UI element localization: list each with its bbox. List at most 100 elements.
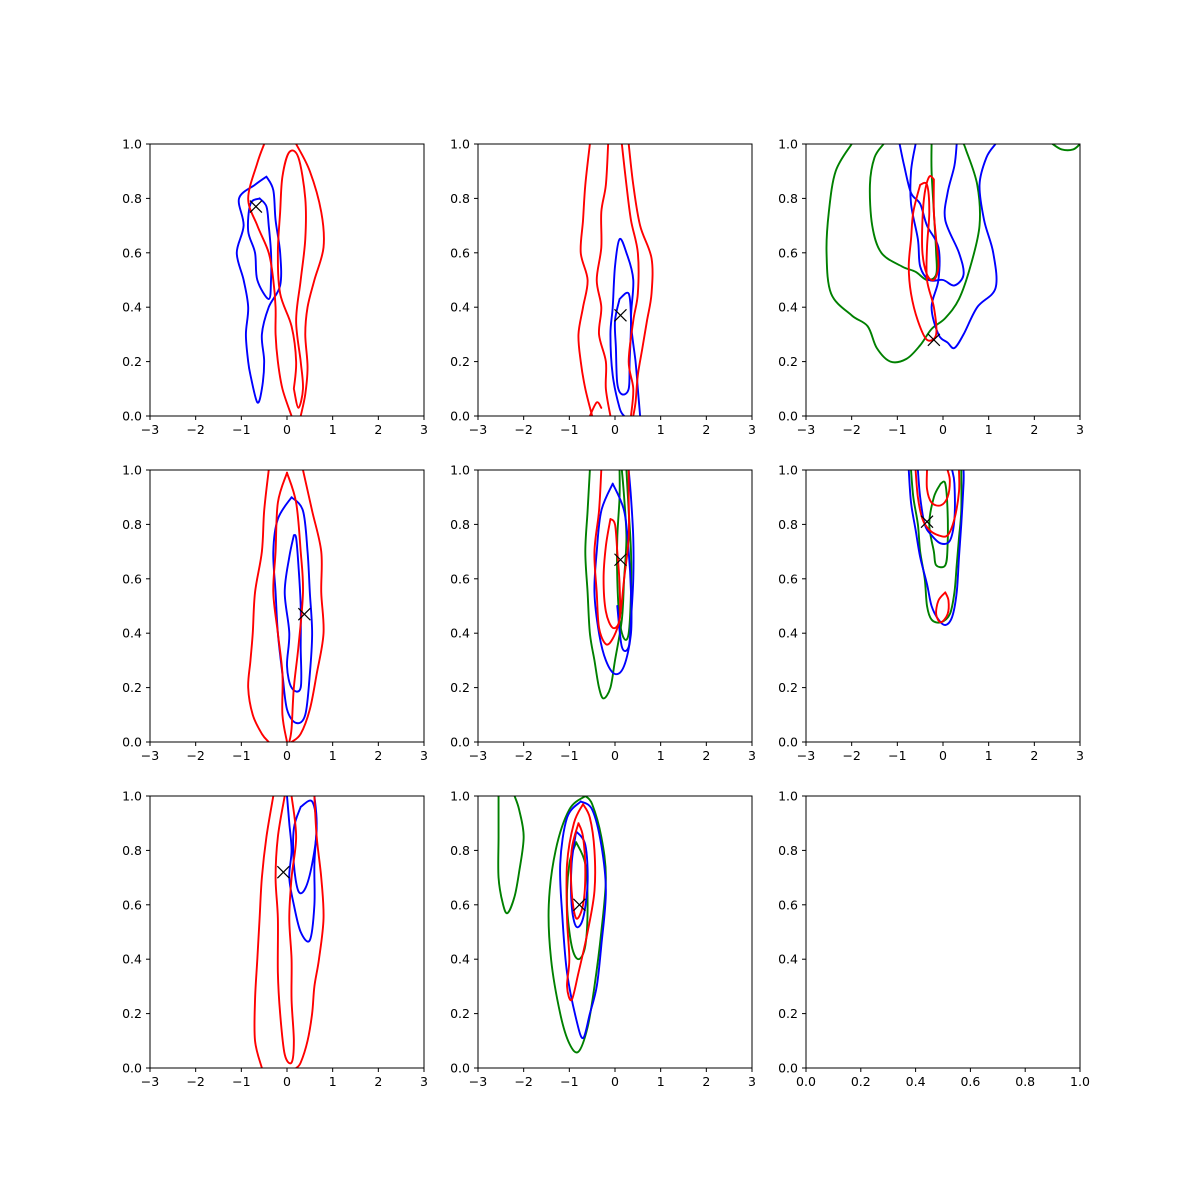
blue-contour-line [616,470,635,652]
plot-area [825,144,1080,364]
x-tick-label: −1 [232,748,250,763]
y-tick-label: 0.0 [450,409,470,424]
y-tick-label: 0.0 [778,735,798,750]
subplot-2: −3 −2 −1 0 1 2 3 0.0 0.2 0.4 0.6 0.8 1.0 [450,137,756,438]
red-contour-line [627,144,654,416]
red-contour-line [602,518,622,630]
blue-contour-line [609,237,642,416]
y-tick-label: 0.4 [778,300,798,315]
x-tick-label: 0.2 [851,1074,871,1089]
red-contour-line [253,796,275,1068]
plot-area [247,470,325,742]
y-tick-label: 0.8 [122,517,142,532]
y-tick-label: 0.6 [778,245,798,260]
x-marker [920,515,934,529]
x-tick-label: 3 [748,1074,756,1089]
y-tick-label: 0.2 [450,354,470,369]
blue-contour-line [246,197,273,300]
x-tick-label: −1 [560,748,578,763]
red-contour-line [295,144,325,416]
y-tick-label: 0.6 [122,245,142,260]
y-tick-label: 0.0 [450,735,470,750]
y-tick-label: 0.8 [450,191,470,206]
red-contour-line [274,796,298,1065]
x-tick-label: 0 [611,1074,619,1089]
blue-contour-line [909,144,965,287]
x-tick-label: 0 [283,748,291,763]
y-tick-label: 0.2 [778,680,798,695]
subplot-6: −3 −2 −1 0 1 2 3 0.0 0.2 0.4 0.6 0.8 1.0 [778,463,1084,764]
red-contour-line [577,144,594,416]
y-tick-label: 0.0 [450,1061,470,1076]
x-tick-label: 0.4 [906,1074,926,1089]
x-tick-label: −1 [232,422,250,437]
x-tick-label: 3 [420,748,428,763]
x-tick-label: −3 [141,1074,159,1089]
green-contour-line [1051,144,1080,152]
blue-contour-line [235,175,283,404]
x-tick-label: −1 [888,748,906,763]
x-tick-label: 3 [420,1074,428,1089]
x-tick-label: 0 [283,1074,291,1089]
x-marker [297,607,311,621]
plot-area [497,796,607,1054]
x-tick-label: −3 [141,748,159,763]
red-contour-line [588,401,603,416]
y-tick-label: 0.0 [778,409,798,424]
y-tick-label: 0.4 [450,300,470,315]
y-tick-label: 0.0 [122,1061,142,1076]
x-marker [614,308,627,322]
x-tick-label: 2 [702,748,710,763]
x-tick-label: −1 [560,1074,578,1089]
x-tick-label: −3 [469,1074,487,1089]
x-tick-label: 0.6 [960,1074,980,1089]
x-marker [572,898,586,912]
x-tick-label: 0 [611,748,619,763]
y-tick-label: 0.8 [450,843,470,858]
red-contour-line [276,149,307,409]
green-contour-line [928,480,949,569]
y-tick-label: 0.4 [122,626,142,641]
x-marker [614,553,627,567]
y-tick-label: 0.0 [122,409,142,424]
x-tick-label: −3 [469,748,487,763]
y-tick-label: 0.4 [122,952,142,967]
x-tick-label: −1 [232,1074,250,1089]
blue-contour-line [916,470,956,546]
x-tick-label: 0 [939,422,947,437]
x-tick-label: 2 [1030,422,1038,437]
y-tick-label: 1.0 [778,789,798,804]
plot-area [253,796,325,1068]
x-marker [927,333,941,347]
x-tick-label: 3 [748,748,756,763]
green-contour-line [566,841,589,961]
x-marker-stroke [614,553,627,567]
x-tick-label: 3 [1076,422,1084,437]
y-tick-label: 0.8 [778,843,798,858]
subplot-8: −3 −2 −1 0 1 2 3 0.0 0.2 0.4 0.6 0.8 1.0 [450,789,756,1090]
x-tick-label: 1 [657,422,665,437]
y-tick-label: 0.6 [778,897,798,912]
red-contour-line [247,470,270,742]
x-tick-label: 3 [420,422,428,437]
subplot-3: −3 −2 −1 0 1 2 3 0.0 0.2 0.4 0.6 0.8 1.0 [778,137,1084,438]
red-contour-line [907,181,938,342]
x-tick-label: −2 [186,1074,204,1089]
blue-contour-line [907,470,965,627]
axes-frame [805,795,1081,1069]
plot-area [577,144,654,416]
subplot-grid: −3 −2 −1 0 1 2 3 0.0 0.2 0.4 0.6 0.8 1.0 −3 −2 −1 0 1 2 3 0.… [122,137,1090,1090]
x-tick-label: −2 [842,422,860,437]
y-tick-label: 0.6 [122,897,142,912]
x-tick-label: −3 [797,748,815,763]
y-tick-label: 0.0 [778,1061,798,1076]
x-tick-label: 2 [374,422,382,437]
x-marker-stroke [297,607,311,621]
x-tick-label: 1 [329,748,337,763]
y-tick-label: 0.2 [122,1006,142,1021]
y-tick-label: 1.0 [122,463,142,478]
x-tick-label: 0.8 [1015,1074,1035,1089]
x-tick-label: −2 [514,748,532,763]
red-contour-line [914,470,961,538]
